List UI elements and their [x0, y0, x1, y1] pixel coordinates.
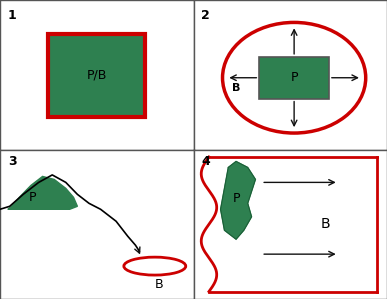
Ellipse shape — [124, 257, 186, 275]
Text: P: P — [232, 192, 240, 205]
Text: B: B — [320, 217, 330, 231]
Text: B: B — [154, 277, 163, 291]
Text: P/B: P/B — [87, 68, 107, 81]
Text: B: B — [232, 83, 240, 93]
Text: P: P — [290, 71, 298, 84]
Text: 4: 4 — [201, 155, 210, 168]
Text: 3: 3 — [8, 155, 16, 168]
Bar — [259, 57, 329, 99]
Text: P: P — [29, 191, 37, 204]
Polygon shape — [8, 176, 77, 209]
Bar — [48, 34, 145, 117]
Polygon shape — [221, 161, 255, 239]
Text: 2: 2 — [201, 9, 210, 22]
Text: 1: 1 — [8, 9, 17, 22]
